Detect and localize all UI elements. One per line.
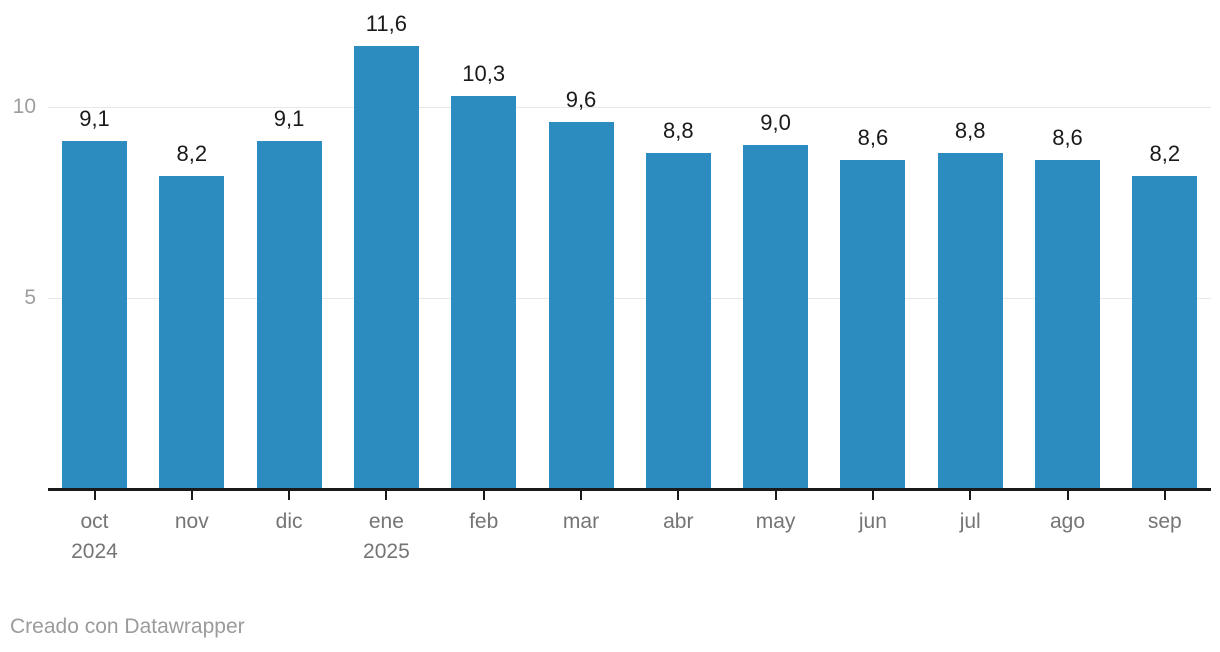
x-axis-label-abr: abr bbox=[630, 507, 727, 537]
x-axis-label-month: oct bbox=[80, 510, 109, 533]
bar-value-label: 9,0 bbox=[760, 110, 791, 136]
x-axis-label-month: nov bbox=[174, 510, 209, 533]
bar-ago[interactable] bbox=[1035, 160, 1100, 489]
bar-ene[interactable] bbox=[353, 45, 419, 489]
datawrapper-attribution-link[interactable]: Creado con Datawrapper bbox=[10, 615, 245, 638]
x-axis-label-year: 2025 bbox=[363, 540, 410, 563]
bar-value-label: 11,6 bbox=[365, 10, 407, 36]
y-tick-label-5: 5 bbox=[24, 286, 36, 309]
bar-value-label: 10,3 bbox=[462, 60, 506, 86]
x-axis-label-month: sep bbox=[1147, 510, 1182, 533]
x-axis-label-nov: nov bbox=[143, 507, 240, 537]
bar-value-label: 8,8 bbox=[663, 117, 694, 143]
bar-dic[interactable] bbox=[256, 141, 322, 489]
x-axis-label-year: 2024 bbox=[71, 540, 118, 563]
x-axis-label-month: jul bbox=[959, 510, 981, 533]
x-axis-label-ene: ene 2025 bbox=[338, 507, 435, 567]
bar-value-label: 9,1 bbox=[273, 106, 305, 132]
y-tick-label-10: 10 bbox=[12, 95, 36, 118]
x-axis-label-oct: oct 2024 bbox=[46, 507, 143, 567]
x-axis-label-month: abr bbox=[663, 510, 694, 533]
x-axis-label-month: feb bbox=[469, 510, 499, 533]
bar-value-label: 8,6 bbox=[1052, 125, 1083, 151]
bar-value-label: 8,2 bbox=[1149, 140, 1181, 166]
gridline-10 bbox=[48, 107, 1211, 108]
x-axis-label-month: mar bbox=[562, 510, 600, 533]
plot-area: 5 10 9,1 8,2 9,1 11,6 10,3 9,6 8,8 9,0 8,6 8,8 8,6 8… bbox=[12, 10, 1213, 567]
x-axis-tick bbox=[93, 491, 96, 500]
x-axis-tick bbox=[482, 491, 485, 500]
x-axis-label-feb: feb bbox=[435, 507, 532, 537]
bar-value-label: 9,6 bbox=[565, 87, 597, 113]
bar-may[interactable] bbox=[743, 145, 809, 489]
x-axis-label-month: dic bbox=[275, 510, 303, 533]
bar-oct[interactable] bbox=[62, 141, 127, 489]
x-axis-label-may: may bbox=[727, 507, 824, 537]
x-axis-label-month: ene bbox=[368, 510, 404, 533]
bar-jul[interactable] bbox=[937, 152, 1003, 489]
x-axis-tick bbox=[288, 491, 291, 500]
x-axis-tick bbox=[1066, 491, 1069, 500]
bar-value-label: 8,6 bbox=[857, 125, 889, 151]
bar-abr[interactable] bbox=[645, 152, 711, 489]
gridline-5 bbox=[48, 298, 1211, 299]
x-axis-label-month: jun bbox=[858, 510, 887, 533]
bar-nov[interactable] bbox=[159, 175, 225, 489]
x-axis-label-jun: jun bbox=[824, 507, 921, 537]
bar-value-label: 8,2 bbox=[176, 140, 208, 166]
x-axis-tick bbox=[580, 491, 582, 500]
x-axis-label-jul: jul bbox=[922, 507, 1019, 537]
x-axis-label-mar: mar bbox=[532, 507, 629, 537]
x-axis-tick bbox=[1163, 491, 1166, 500]
bar-sep[interactable] bbox=[1132, 175, 1198, 489]
x-axis-label-month: may bbox=[755, 510, 796, 533]
bar-mar[interactable] bbox=[548, 122, 614, 489]
x-axis-tick bbox=[677, 491, 680, 500]
x-axis-tick bbox=[385, 491, 388, 500]
x-axis-tick bbox=[190, 491, 193, 500]
x-axis-line bbox=[48, 488, 1211, 491]
x-axis-label-ago: ago bbox=[1019, 507, 1116, 537]
bar-value-label: 9,1 bbox=[79, 106, 110, 132]
bar-value-label: 8,8 bbox=[954, 117, 986, 143]
x-axis-tick bbox=[969, 491, 972, 500]
bar-jun[interactable] bbox=[840, 160, 906, 489]
bar-feb[interactable] bbox=[451, 95, 517, 489]
x-axis-tick bbox=[774, 491, 777, 500]
x-axis-label-month: ago bbox=[1049, 510, 1086, 533]
x-axis-label-dic: dic bbox=[240, 507, 337, 537]
x-axis-label-sep: sep bbox=[1116, 507, 1213, 537]
x-axis-tick bbox=[871, 491, 874, 500]
